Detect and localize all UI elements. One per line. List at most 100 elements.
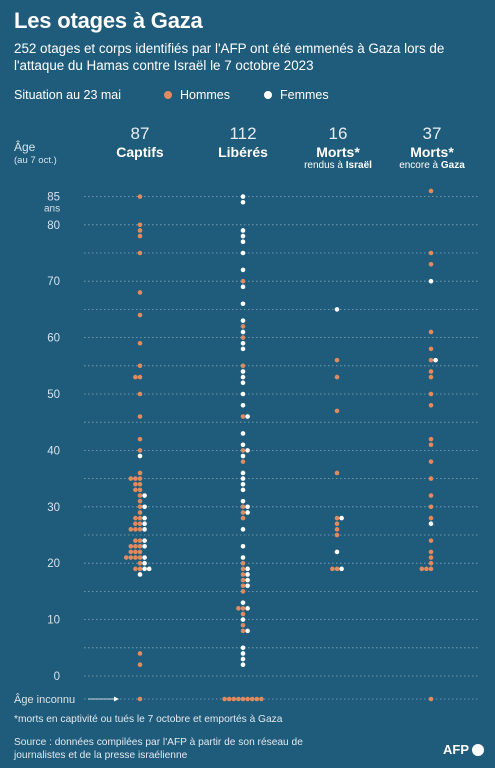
dot-man bbox=[334, 357, 340, 363]
dot-man bbox=[128, 555, 134, 560]
dot-man-unknown bbox=[240, 696, 246, 702]
dot-man bbox=[428, 391, 434, 397]
dot-man bbox=[137, 504, 143, 510]
dot-man bbox=[428, 549, 434, 555]
dot-man bbox=[334, 374, 340, 380]
dot-woman bbox=[142, 521, 147, 527]
dot-woman bbox=[137, 453, 143, 459]
dot-man bbox=[240, 560, 246, 566]
dot-man bbox=[428, 329, 434, 335]
dot-woman bbox=[240, 301, 246, 307]
dot-man bbox=[240, 448, 246, 453]
dot-man bbox=[240, 459, 246, 464]
dot-man bbox=[428, 555, 434, 560]
dot-man bbox=[240, 510, 246, 515]
dot-man bbox=[137, 312, 143, 318]
dot-man bbox=[428, 515, 434, 521]
column-sub-prefix: encore à bbox=[399, 160, 441, 171]
dot-man bbox=[128, 476, 134, 481]
dot-woman bbox=[240, 470, 246, 476]
dot-man-unknown bbox=[259, 696, 264, 702]
dot-man bbox=[133, 476, 138, 481]
dot-woman bbox=[240, 228, 246, 233]
dot-man bbox=[137, 222, 143, 228]
dot-man bbox=[330, 566, 335, 572]
dot-woman bbox=[240, 346, 246, 352]
dot-woman bbox=[240, 442, 246, 448]
dot-man bbox=[128, 527, 134, 532]
column-name: Captifs bbox=[116, 144, 164, 160]
dot-man-unknown bbox=[231, 696, 237, 702]
dot-man-unknown bbox=[249, 696, 255, 702]
column-head-morts-israel: 16 Morts* rendus à Israël bbox=[283, 124, 393, 172]
dot-man bbox=[428, 504, 434, 510]
y-tick-label: 30 bbox=[47, 502, 60, 514]
dot-man bbox=[240, 572, 246, 577]
dot-man bbox=[428, 493, 434, 498]
dot-man bbox=[133, 549, 138, 555]
dot-woman bbox=[142, 566, 147, 572]
y-tick-label: 70 bbox=[47, 276, 60, 288]
dot-woman bbox=[240, 267, 246, 273]
dot-man bbox=[240, 515, 246, 521]
dot-woman bbox=[142, 515, 147, 521]
dot-woman bbox=[142, 560, 147, 566]
legend-women-swatch bbox=[264, 91, 272, 99]
dot-man bbox=[240, 589, 246, 594]
dot-woman bbox=[240, 453, 246, 459]
dot-man-unknown bbox=[226, 696, 232, 702]
dot-man bbox=[133, 487, 138, 493]
dot-woman bbox=[240, 239, 246, 245]
afp-logo-text: AFP bbox=[443, 742, 469, 757]
y-tick-label: 60 bbox=[47, 333, 60, 345]
dot-man bbox=[133, 527, 138, 532]
dot-man bbox=[428, 459, 434, 464]
unknown-age-arrowhead bbox=[114, 696, 119, 702]
dot-man bbox=[428, 250, 434, 256]
dot-man bbox=[334, 470, 340, 476]
dot-woman bbox=[245, 566, 250, 572]
dot-man bbox=[334, 515, 340, 521]
y-tick-label: 80 bbox=[47, 220, 60, 232]
dot-man bbox=[133, 374, 138, 380]
y-tick-label: 20 bbox=[47, 558, 60, 570]
dot-woman bbox=[240, 651, 246, 656]
dot-woman bbox=[240, 284, 246, 290]
legend-men-swatch bbox=[164, 91, 172, 99]
dot-man bbox=[137, 487, 143, 493]
dot-man bbox=[334, 527, 340, 532]
dot-woman bbox=[433, 357, 438, 363]
dot-man bbox=[334, 566, 340, 572]
dot-woman bbox=[240, 369, 246, 374]
dot-man-unknown bbox=[254, 696, 260, 702]
dot-woman bbox=[240, 391, 246, 397]
column-sub-prefix: rendus à bbox=[304, 160, 346, 171]
dot-woman bbox=[339, 515, 344, 521]
dot-woman bbox=[245, 414, 250, 419]
unknown-age-label: Âge inconnu bbox=[14, 693, 75, 706]
dot-man bbox=[428, 560, 434, 566]
y-tick-label: 40 bbox=[47, 445, 60, 457]
dot-man bbox=[236, 606, 241, 611]
column-head-morts-gaza: 37 Morts* encore à Gaza bbox=[377, 124, 487, 172]
dot-woman bbox=[240, 555, 246, 560]
dot-man bbox=[428, 357, 434, 363]
dot-man bbox=[240, 628, 246, 634]
dot-man bbox=[137, 515, 143, 521]
y-axis-title-sub: (au 7 oct.) bbox=[14, 155, 57, 166]
dot-man bbox=[133, 566, 138, 572]
dot-woman bbox=[245, 448, 250, 453]
dot-man bbox=[428, 538, 434, 543]
dot-man bbox=[137, 363, 143, 369]
dot-man bbox=[240, 622, 246, 628]
dot-woman bbox=[240, 380, 246, 386]
column-count: 37 bbox=[422, 124, 442, 143]
dot-man bbox=[428, 374, 434, 380]
afp-logo: AFP bbox=[443, 742, 484, 757]
source-note: Source : données compilées par l'AFP à p… bbox=[14, 737, 303, 761]
dot-man-unknown bbox=[236, 696, 241, 702]
page-title: Les otages à Gaza bbox=[14, 8, 203, 33]
dot-man bbox=[240, 324, 246, 329]
dot-man bbox=[137, 391, 143, 397]
dot-man-unknown bbox=[222, 696, 227, 702]
